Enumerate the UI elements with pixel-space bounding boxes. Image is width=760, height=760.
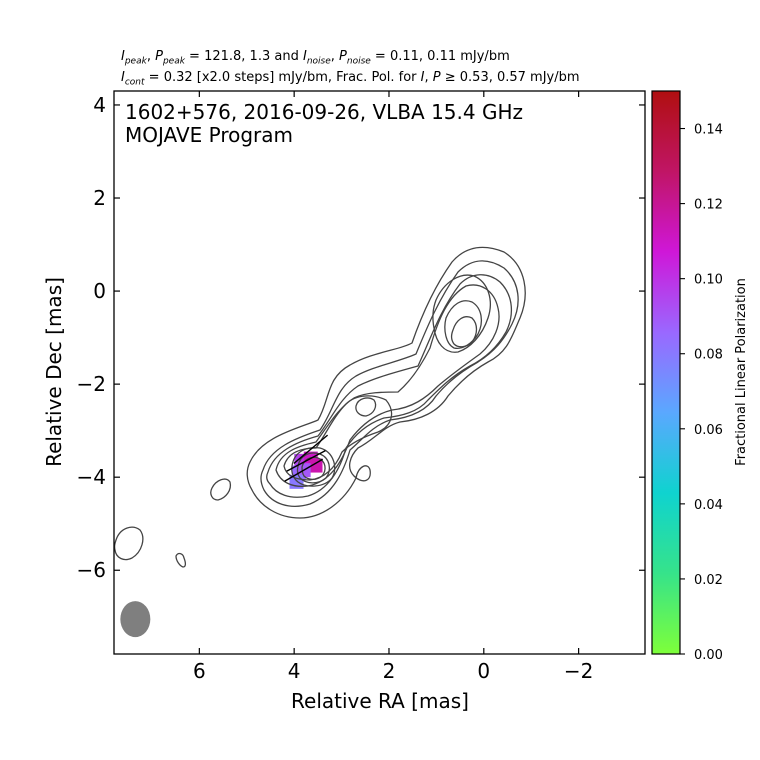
y-tick-label: 2 xyxy=(93,186,106,210)
beam xyxy=(120,601,151,638)
plot-area xyxy=(114,246,526,638)
beam-ellipse xyxy=(120,601,151,638)
colorbar-tick-label: 0.14 xyxy=(694,123,723,138)
contour-level-1 xyxy=(246,246,526,519)
contour-knot-outer-3 xyxy=(450,316,478,348)
y-axis-label: Relative Dec [mas] xyxy=(42,277,66,467)
colorbar: 0.00 0.02 0.04 0.06 0.08 0.10 0.12 0.14 Fractio… xyxy=(651,90,749,663)
evpa-tick xyxy=(286,449,326,472)
x-tick-label: −2 xyxy=(564,659,593,683)
contour-knot-outer-1 xyxy=(432,274,491,353)
colorbar-tick-label: 0.08 xyxy=(694,348,723,363)
header-i-noise: I xyxy=(302,49,307,64)
y-tick-label: 4 xyxy=(93,93,106,117)
x-tick-label: 0 xyxy=(477,659,490,683)
header-p-peak: P xyxy=(155,49,163,64)
y-tick-label: −4 xyxy=(77,465,106,489)
header-p-noise: P xyxy=(339,49,347,64)
stokes-i-contours xyxy=(114,246,526,568)
contour-level-2 xyxy=(260,260,519,507)
x-axis-label: Relative RA [mas] xyxy=(291,689,469,713)
colorbar-tick-label: 0.06 xyxy=(694,423,723,438)
y-tick-label: −2 xyxy=(77,372,106,396)
colorbar-tick-label: 0.04 xyxy=(694,498,723,513)
plot-frame xyxy=(113,90,646,655)
header-i-cont: I xyxy=(121,70,125,85)
colorbar-gradient xyxy=(651,90,681,655)
contour-level-6 xyxy=(291,446,336,487)
x-tick-label: 4 xyxy=(288,659,301,683)
x-tick-label: 6 xyxy=(193,659,206,683)
plot-header-line-2: Icont = 0.32 [x2.0 steps] mJy/bm, Frac. … xyxy=(121,70,580,88)
contour-isolated-3 xyxy=(175,552,187,568)
contour-knot-inner xyxy=(355,397,377,417)
source-annotation-line-2: MOJAVE Program xyxy=(125,123,293,147)
colorbar-tick-label: 0.02 xyxy=(694,573,723,588)
header-i-peak: I xyxy=(121,49,125,64)
x-tick-label: 2 xyxy=(383,659,396,683)
source-annotation-line-1: 1602+576, 2016-09-26, VLBA 15.4 GHz xyxy=(125,100,523,124)
colorbar-tick-label: 0.12 xyxy=(694,198,723,213)
contour-level-3 xyxy=(266,274,512,498)
colorbar-ticks: 0.00 0.02 0.04 0.06 0.08 0.10 0.12 0.14 xyxy=(680,123,723,663)
x-axis-ticks: 6 4 2 0 −2 xyxy=(193,91,593,683)
y-tick-label: 0 xyxy=(93,279,106,303)
plot-header-line-1: Ipeak, Ppeak = 121.8, 1.3 and Inoise, Pn… xyxy=(121,49,510,67)
y-tick-label: −6 xyxy=(77,558,106,582)
colorbar-label: Fractional Linear Polarization xyxy=(734,278,749,466)
contour-knot-outer-2 xyxy=(444,300,483,350)
contour-isolated-1 xyxy=(210,478,232,501)
colorbar-tick-label: 0.10 xyxy=(694,273,723,288)
contour-level-7 xyxy=(296,452,331,484)
evpa-tick xyxy=(284,458,324,482)
evpa-ticks xyxy=(284,434,329,482)
colorbar-tick-label: 0.00 xyxy=(694,648,723,663)
evpa-tick xyxy=(293,434,329,464)
y-axis-ticks: 4 2 0 −2 −4 −6 xyxy=(77,93,645,582)
contour-isolated-2 xyxy=(114,526,144,561)
